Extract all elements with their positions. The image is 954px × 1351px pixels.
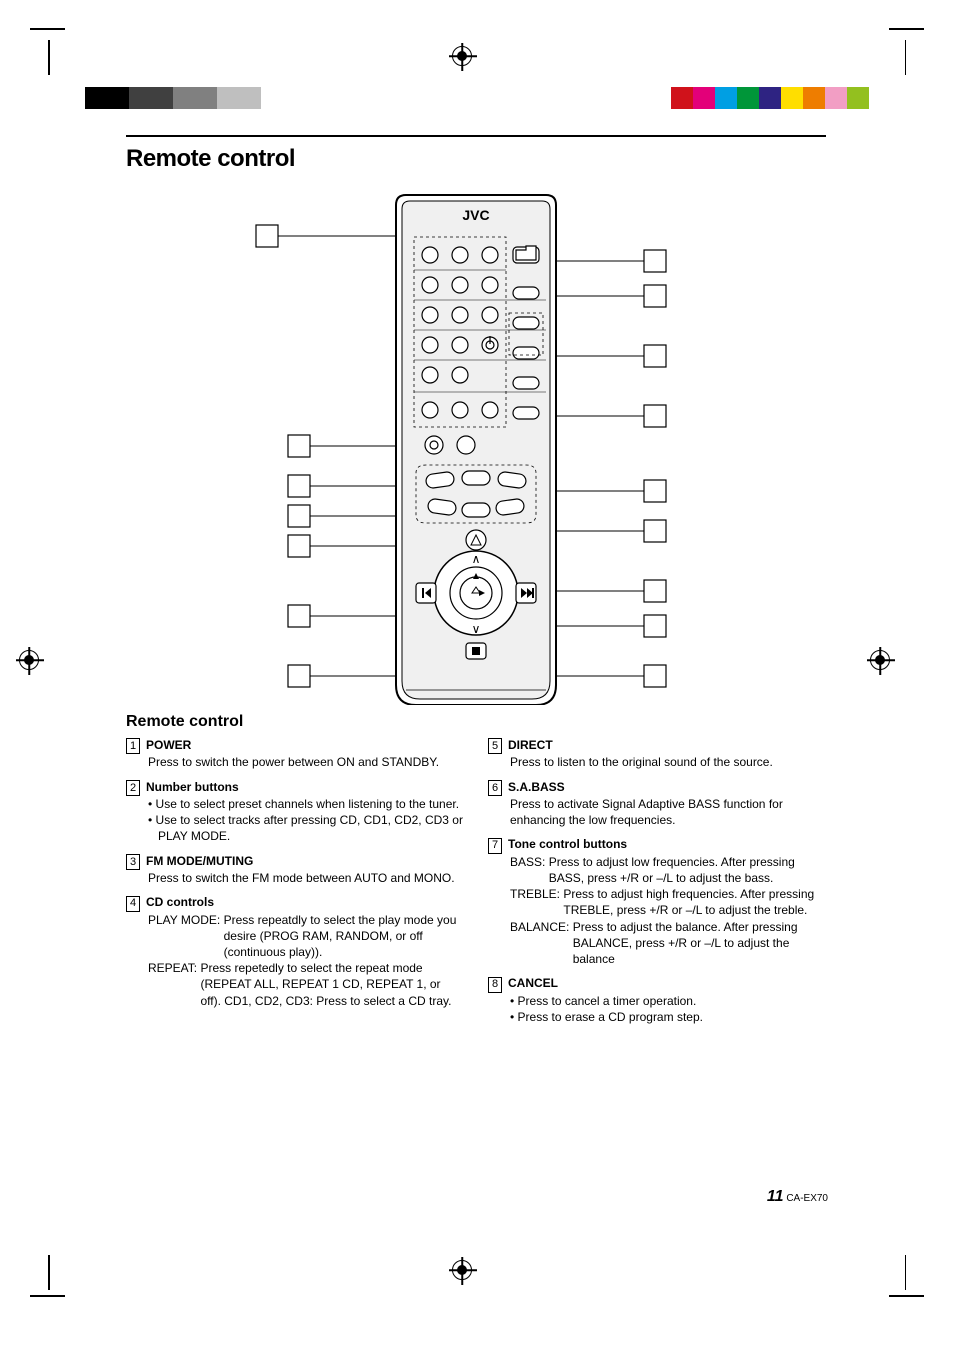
item-body: Press to activate Signal Adaptive BASS f…: [510, 796, 826, 828]
item-number-box: 8: [488, 977, 502, 993]
item-number-box: 5: [488, 738, 502, 754]
brand-label: JVC: [462, 207, 489, 223]
crop-mark: [905, 1255, 907, 1290]
description-item: 1 POWERPress to switch the power between …: [126, 737, 464, 771]
item-title: CD controls: [146, 894, 214, 910]
item-body: Press to switch the FM mode between AUTO…: [148, 870, 464, 886]
horizontal-rule: [126, 135, 826, 137]
description-item: 2 Number buttonsUse to select preset chan…: [126, 779, 464, 845]
item-title: S.A.BASS: [508, 779, 565, 795]
page-title: Remote control: [126, 145, 826, 173]
remote-diagram: JVC: [126, 185, 826, 705]
greyscale-swatch: [85, 87, 305, 109]
item-number-box: 6: [488, 780, 502, 796]
crop-mark: [889, 1295, 924, 1297]
right-column: 5 DIRECTPress to listen to the original s…: [488, 737, 826, 1033]
page-footer: 11 CA-EX70: [767, 1188, 828, 1206]
item-title: Tone control buttons: [508, 836, 627, 852]
item-body: PLAY MODE: Press repeatdly to select the…: [148, 912, 464, 1009]
description-columns: 1 POWERPress to switch the power between …: [126, 737, 826, 1033]
item-title: Number buttons: [146, 779, 239, 795]
item-title: CANCEL: [508, 975, 558, 991]
crop-mark: [889, 28, 924, 30]
description-item: 4 CD controls PLAY MODE: Press repeatdly t…: [126, 894, 464, 1009]
item-body: BASS: Press to adjust low frequencies. A…: [510, 854, 826, 967]
print-marks-top: [0, 45, 954, 85]
item-number-box: 1: [126, 738, 140, 754]
svg-text:∧: ∧: [472, 552, 481, 566]
crop-mark: [48, 40, 50, 75]
model-number: CA-EX70: [786, 1193, 828, 1204]
page-content: Remote control: [126, 135, 826, 1033]
description-item: 8 CANCEL Press to cancel a timer operation…: [488, 975, 826, 1025]
registration-mark-icon: [19, 650, 39, 670]
page-number: 11: [767, 1188, 784, 1205]
svg-text:∨: ∨: [472, 622, 481, 636]
item-body: Press to switch the power between ON and…: [148, 754, 464, 770]
item-title: POWER: [146, 737, 191, 753]
item-number-box: 7: [488, 838, 502, 854]
registration-mark-icon: [452, 1260, 472, 1280]
left-column: 1 POWERPress to switch the power between …: [126, 737, 464, 1033]
crop-mark: [30, 28, 65, 30]
item-number-box: 3: [126, 854, 140, 870]
registration-mark-icon: [870, 650, 890, 670]
color-swatch: [671, 87, 869, 109]
crop-mark: [48, 1255, 50, 1290]
item-title: DIRECT: [508, 737, 553, 753]
description-item: 6 S.A.BASSPress to activate Signal Adapti…: [488, 779, 826, 829]
section-subheading: Remote control: [126, 713, 826, 731]
item-body: Press to listen to the original sound of…: [510, 754, 826, 770]
item-body: Use to select preset channels when liste…: [148, 796, 464, 845]
description-item: 7 Tone control buttons BASS: Press to adju…: [488, 836, 826, 967]
registration-mark-icon: [452, 46, 472, 66]
item-number-box: 4: [126, 896, 140, 912]
item-body: Press to cancel a timer operation.Press …: [510, 993, 826, 1025]
crop-mark: [905, 40, 907, 75]
item-number-box: 2: [126, 780, 140, 796]
description-item: 5 DIRECTPress to listen to the original s…: [488, 737, 826, 771]
item-title: FM MODE/MUTING: [146, 853, 253, 869]
description-item: 3 FM MODE/MUTINGPress to switch the FM mo…: [126, 853, 464, 887]
crop-mark: [30, 1295, 65, 1297]
